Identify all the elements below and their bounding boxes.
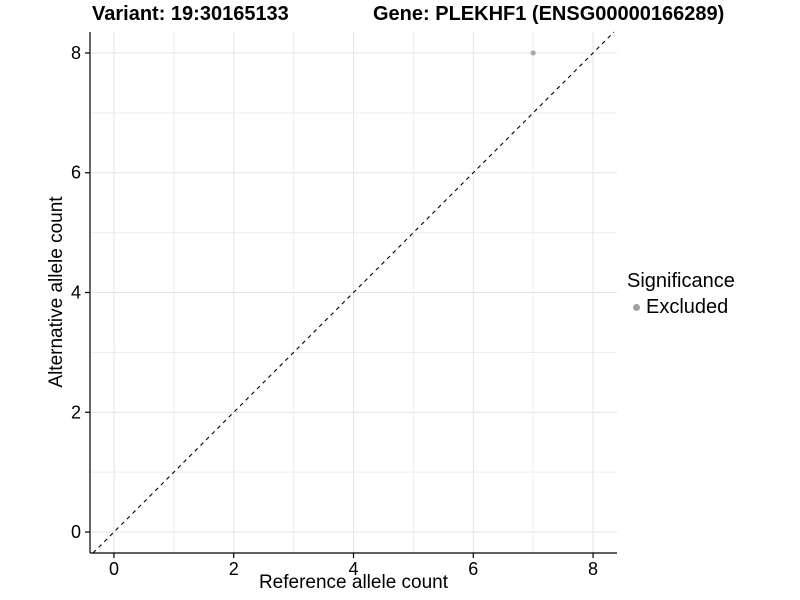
x-axis-title: Reference allele count xyxy=(258,572,449,593)
legend-item-label: Excluded xyxy=(646,296,729,318)
gene-title: Gene: PLEKHF1 (ENSG00000166289) xyxy=(373,3,725,25)
x-tick-label: 2 xyxy=(229,559,239,579)
identity-line xyxy=(92,31,615,554)
variant-title: Variant: 19:30165133 xyxy=(92,3,289,25)
x-tick-label: 4 xyxy=(348,559,358,579)
x-tick-label: 6 xyxy=(468,559,478,579)
y-tick-label: 2 xyxy=(71,402,81,422)
x-tick-label: 0 xyxy=(109,559,119,579)
legend-circle-icon xyxy=(633,304,640,311)
data-point xyxy=(530,50,536,56)
y-tick-label: 8 xyxy=(71,43,81,63)
x-tick-label: 8 xyxy=(588,559,598,579)
y-tick-label: 6 xyxy=(71,163,81,183)
legend-item-excluded: Excluded xyxy=(627,296,735,319)
legend-title: Significance xyxy=(627,270,735,292)
y-tick-label: 0 xyxy=(71,522,81,542)
y-tick-label: 4 xyxy=(71,283,81,303)
legend: Significance Excluded xyxy=(627,270,735,319)
y-axis-title: Alternative allele count xyxy=(46,196,67,388)
